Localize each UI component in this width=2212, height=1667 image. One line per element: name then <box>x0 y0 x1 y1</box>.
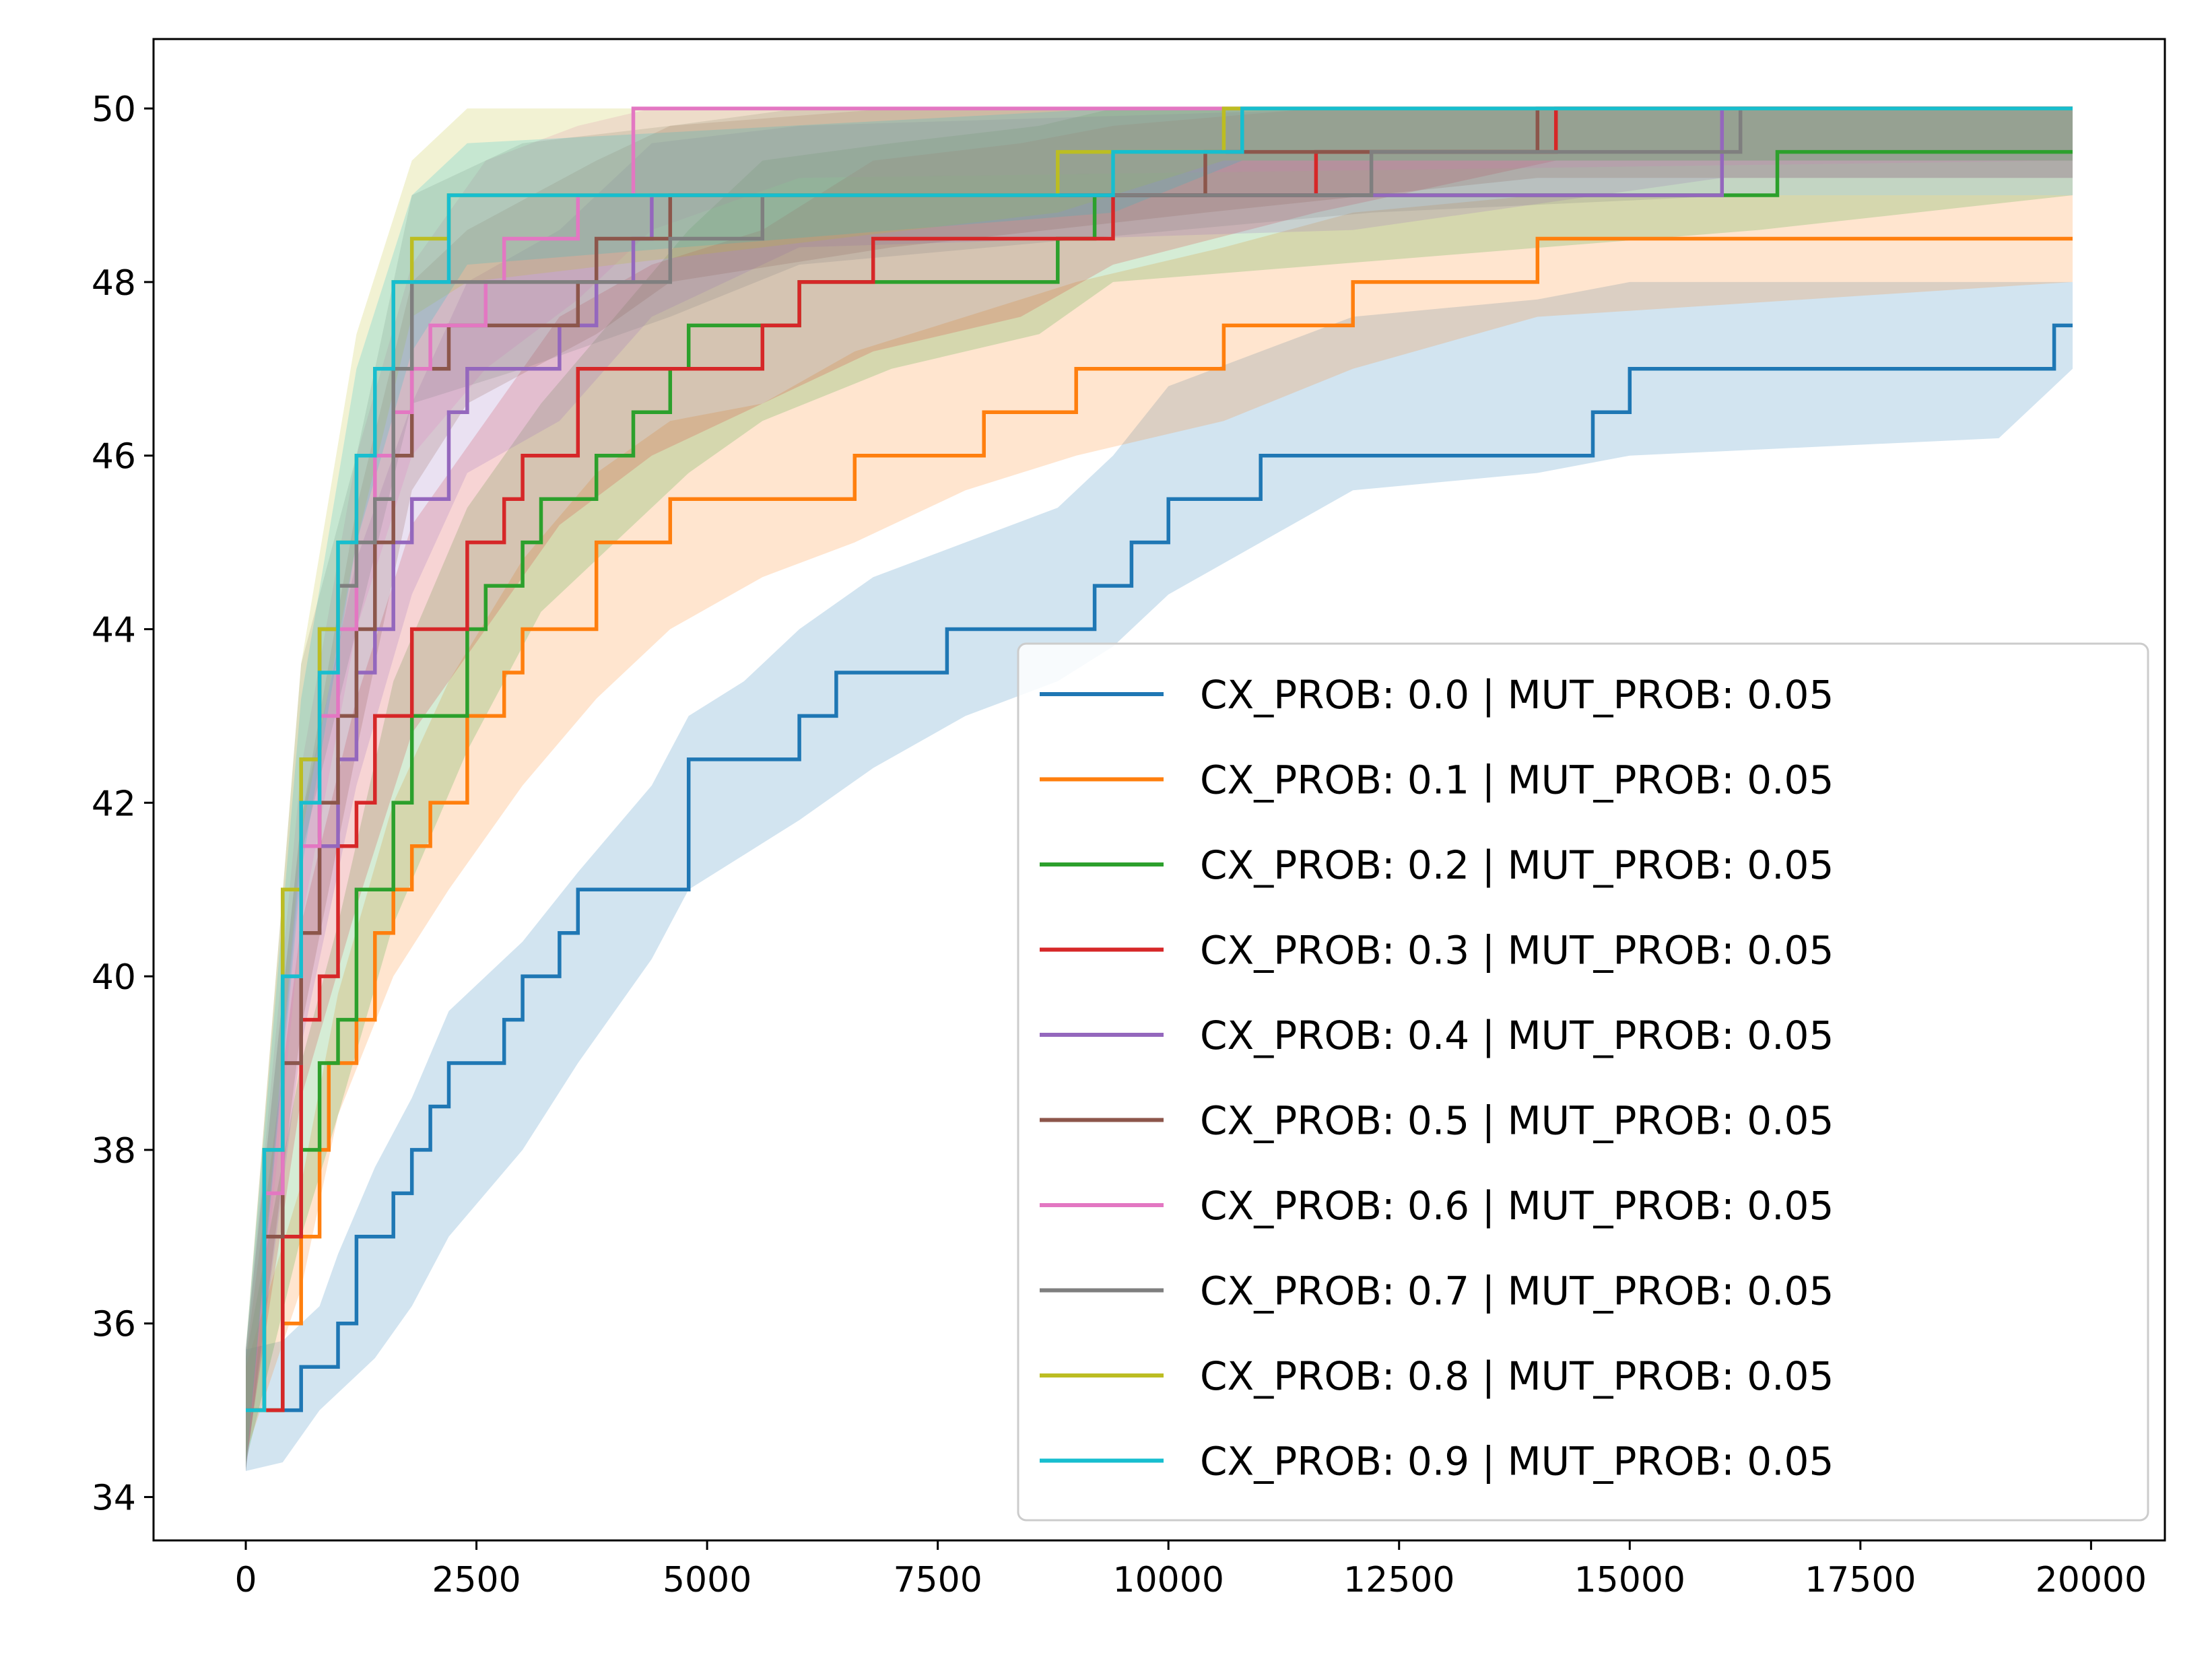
x-tick-label: 0 <box>234 1560 257 1600</box>
x-tick-label: 7500 <box>893 1560 982 1600</box>
y-tick-label: 42 <box>92 784 136 824</box>
band-series-2 <box>246 108 2073 1463</box>
legend-entry-label: CX_PROB: 0.9 | MUT_PROB: 0.05 <box>1200 1439 1834 1485</box>
y-tick-label: 50 <box>92 90 136 130</box>
legend-entry-label: CX_PROB: 0.5 | MUT_PROB: 0.05 <box>1200 1098 1834 1144</box>
line-series-9 <box>246 106 2073 1413</box>
legend-entry-label: CX_PROB: 0.8 | MUT_PROB: 0.05 <box>1200 1353 1834 1399</box>
line-series-0 <box>246 323 2073 1413</box>
legend-entry-label: CX_PROB: 0.1 | MUT_PROB: 0.05 <box>1200 757 1834 803</box>
band-series-7 <box>246 108 2073 1471</box>
x-tick-label: 20000 <box>2036 1560 2147 1600</box>
legend-entry-label: CX_PROB: 0.7 | MUT_PROB: 0.05 <box>1200 1268 1834 1314</box>
legend: CX_PROB: 0.0 | MUT_PROB: 0.05 CX_PROB: 0.… <box>1017 642 2149 1522</box>
band-series-6 <box>246 108 2073 1471</box>
band-series-0 <box>246 281 2073 1471</box>
y-tick-label: 48 <box>92 263 136 304</box>
band-series-1 <box>246 195 2073 1454</box>
line-series-1 <box>246 236 2073 1413</box>
x-tick-label: 2500 <box>432 1560 521 1600</box>
y-tick-label: 44 <box>92 611 136 651</box>
legend-entry-label: CX_PROB: 0.0 | MUT_PROB: 0.05 <box>1200 672 1834 718</box>
line-series-3 <box>246 106 2073 1413</box>
legend-entry-label: CX_PROB: 0.6 | MUT_PROB: 0.05 <box>1200 1183 1834 1229</box>
series-lines <box>246 106 2073 1413</box>
band-series-8 <box>246 108 2073 1471</box>
y-tick-label: 34 <box>92 1478 136 1519</box>
y-tick-label: 36 <box>92 1305 136 1345</box>
y-tick-label: 40 <box>92 957 136 998</box>
x-axis-ticks: 0 2500 5000 7500 10000 12500 15000 17500 20000 <box>234 1540 2147 1600</box>
y-tick-label: 38 <box>92 1131 136 1171</box>
plot-area-frame <box>152 38 2166 1542</box>
x-tick-label: 10000 <box>1112 1560 1224 1600</box>
legend-entry-label: CX_PROB: 0.4 | MUT_PROB: 0.05 <box>1200 1013 1834 1058</box>
confidence-bands <box>246 108 2073 1471</box>
legend-box <box>1017 642 2149 1522</box>
line-series-2 <box>246 149 2073 1413</box>
x-tick-label: 12500 <box>1343 1560 1454 1600</box>
legend-entry-label: CX_PROB: 0.3 | MUT_PROB: 0.05 <box>1200 928 1834 974</box>
y-tick-label: 46 <box>92 437 136 477</box>
y-axis-ticks: 34 36 38 40 42 44 46 48 50 <box>92 90 154 1519</box>
legend-entry-label: CX_PROB: 0.2 | MUT_PROB: 0.05 <box>1200 842 1834 888</box>
x-tick-label: 15000 <box>1574 1560 1685 1600</box>
x-tick-label: 17500 <box>1805 1560 1916 1600</box>
x-tick-label: 5000 <box>663 1560 751 1600</box>
band-series-9 <box>246 108 2073 1471</box>
